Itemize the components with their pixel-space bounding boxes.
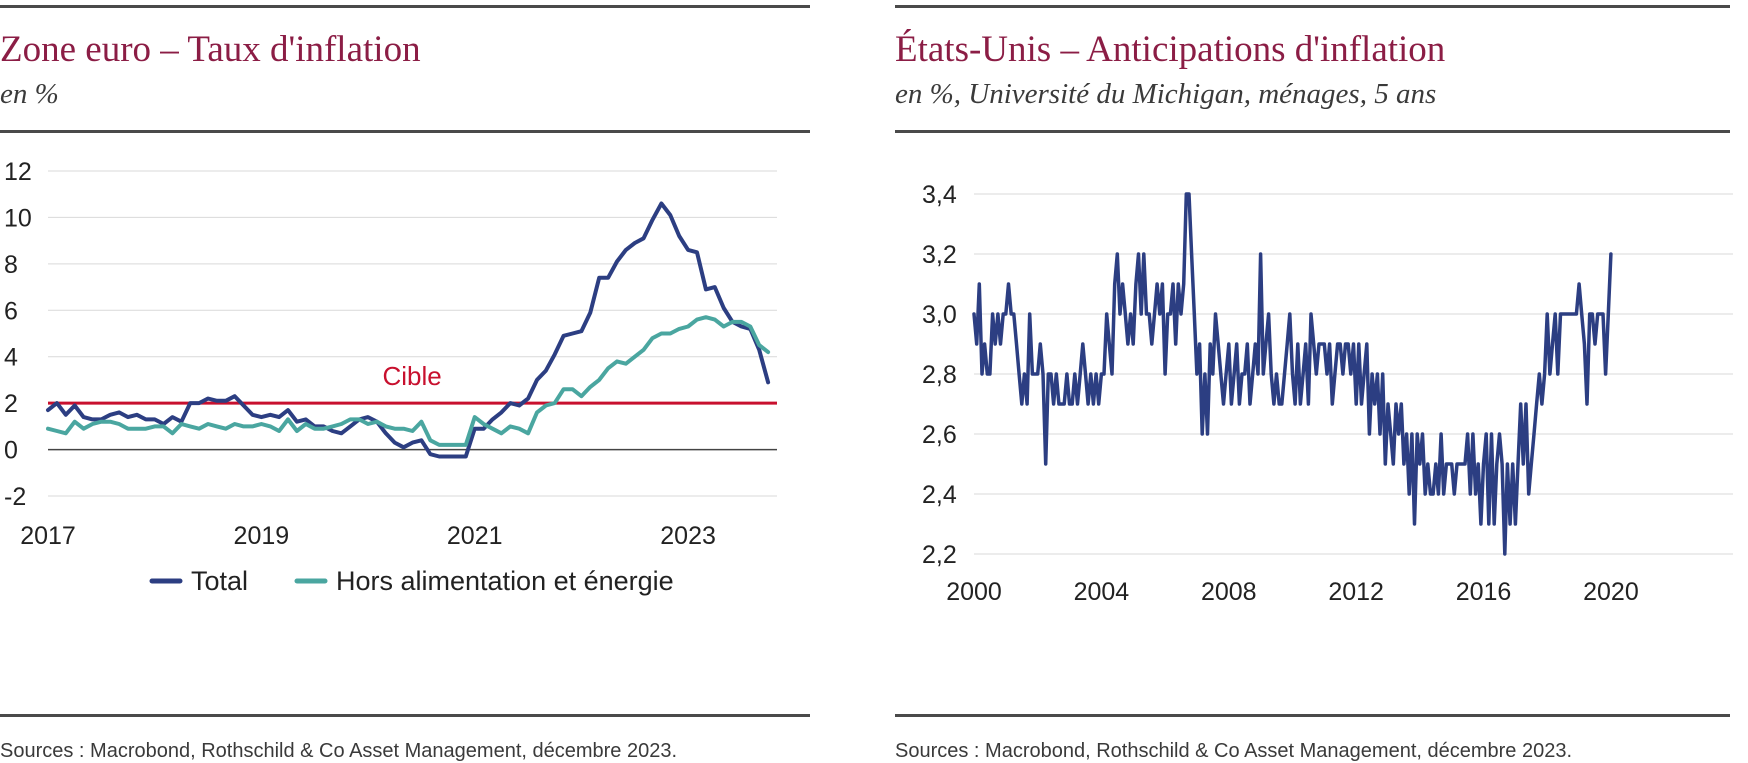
y-tick-label: 3,2 bbox=[922, 241, 957, 269]
x-tick-label: 2004 bbox=[1074, 578, 1130, 606]
x-tick-label: 2016 bbox=[1456, 578, 1512, 606]
panel-eurozone: Zone euro – Taux d'inflation en % -2 0 2 4 6… bbox=[0, 0, 810, 762]
chart-subtitle: en %, Université du Michigan, ménages, 5… bbox=[895, 78, 1437, 110]
us-inflation-expectations-chart: 2,2 2,4 2,6 2,8 3,0 3,2 3,4 2000 2004 2008 2012 201… bbox=[922, 181, 1733, 606]
top-rule bbox=[0, 5, 810, 8]
y-tick-label: 10 bbox=[4, 204, 32, 232]
y-tick-label: 12 bbox=[4, 158, 32, 186]
series-line-core bbox=[46, 315, 771, 447]
y-tick-label: 2 bbox=[4, 390, 18, 418]
y-tick-label: 2,4 bbox=[922, 481, 957, 509]
source-note: Sources : Macrobond, Rothschild & Co Ass… bbox=[895, 740, 1573, 762]
x-tick-label: 2023 bbox=[660, 522, 716, 550]
legend-label-core: Hors alimentation et énergie bbox=[336, 566, 674, 596]
x-tick-label: 2008 bbox=[1201, 578, 1257, 606]
y-tick-label: 0 bbox=[4, 437, 18, 465]
x-tick-label: 2012 bbox=[1328, 578, 1384, 606]
chart-title: États-Unis – Anticipations d'inflation bbox=[895, 29, 1446, 70]
y-tick-label: 3,4 bbox=[922, 181, 957, 209]
y-tick-label: 4 bbox=[4, 344, 18, 372]
source-note: Sources : Macrobond, Rothschild & Co Ass… bbox=[0, 740, 678, 762]
target-label: Cible bbox=[383, 361, 442, 391]
header-rule bbox=[895, 130, 1730, 133]
x-tick-label: 2000 bbox=[946, 578, 1002, 606]
chart-title: Zone euro – Taux d'inflation bbox=[0, 29, 421, 70]
y-tick-label: 2,2 bbox=[922, 541, 957, 569]
x-tick-label: 2021 bbox=[447, 522, 503, 550]
header-rule bbox=[0, 130, 810, 133]
x-tick-label: 2017 bbox=[20, 522, 76, 550]
footer-rule bbox=[895, 714, 1730, 717]
x-tick-label: 2019 bbox=[234, 522, 290, 550]
series-line-expectations bbox=[972, 192, 1613, 556]
y-tick-label: 2,6 bbox=[922, 421, 957, 449]
y-tick-label: 6 bbox=[4, 297, 18, 325]
chart-subtitle: en % bbox=[0, 78, 59, 110]
y-tick-label: 3,0 bbox=[922, 301, 957, 329]
legend-label-total: Total bbox=[191, 566, 248, 596]
x-tick-label: 2020 bbox=[1583, 578, 1639, 606]
y-tick-label: -2 bbox=[4, 483, 26, 511]
y-tick-label: 2,8 bbox=[922, 361, 957, 389]
y-tick-label: 8 bbox=[4, 251, 18, 279]
top-rule bbox=[895, 5, 1730, 8]
footer-rule bbox=[0, 714, 810, 717]
eurozone-inflation-chart: -2 0 2 4 6 8 10 12 2017 2019 2021 2023 Cible Total Hor… bbox=[4, 158, 777, 596]
series-line-total bbox=[46, 201, 771, 459]
panel-us: États-Unis – Anticipations d'inflation e… bbox=[895, 0, 1733, 762]
